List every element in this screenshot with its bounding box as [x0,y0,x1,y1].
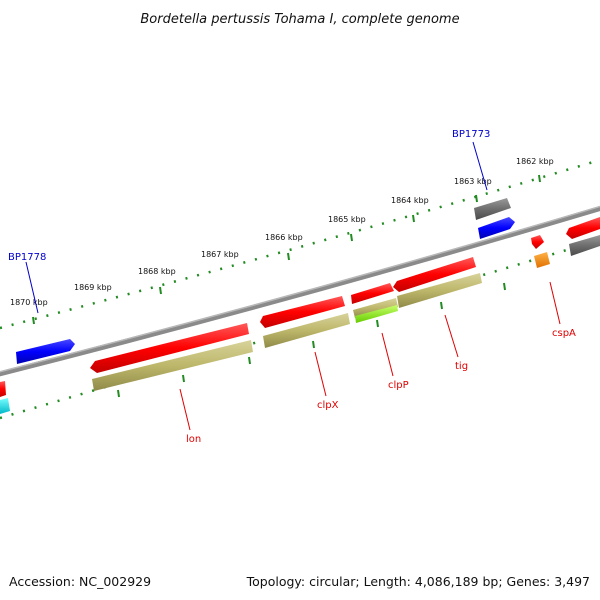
genome-summary-text: Topology: circular; Length: 4,086,189 bp… [246,574,590,589]
leader-tig [444,314,459,358]
gene-lon-red-arrow[interactable] [90,323,249,373]
backbone-line [0,205,600,377]
gene-lon-khaki-bar[interactable] [92,340,253,391]
gene-fragment-left-red[interactable] [0,381,6,397]
label-lon[interactable]: lon [186,434,201,445]
gene-tig-red-arrow[interactable] [393,257,476,292]
gene-clpp-red-arrow[interactable] [351,283,394,304]
scale-label-1865: 1865 kbp [328,215,366,224]
upper-scale-ring [0,158,600,330]
scale-label-1869: 1869 kbp [74,283,112,292]
gene-clpp-khaki-bar[interactable] [353,298,398,318]
gene-clpp-lime-bar[interactable] [355,305,398,323]
gene-fragment-left-cyan[interactable] [0,398,10,414]
scale-label-1868: 1868 kbp [138,267,176,276]
scale-label-1867: 1867 kbp [201,250,239,259]
label-tig[interactable]: tig [455,361,468,372]
accession-text: Accession: NC_002929 [9,574,151,589]
scale-label-1870: 1870 kbp [10,298,48,307]
gene-bp1778-arrow[interactable] [16,339,75,364]
leader-lon [179,388,191,431]
leader-cspa [549,281,561,325]
label-clpx[interactable]: clpX [317,400,339,411]
gene-clpx-khaki-bar[interactable] [263,313,350,348]
leader-clpp [381,332,394,377]
label-bp1778[interactable]: BP1778 [8,252,46,263]
scale-label-1863: 1863 kbp [454,177,492,186]
gene-tig-khaki-bar[interactable] [397,273,482,308]
scale-label-1862: 1862 kbp [516,157,554,166]
gene-cspa-red-arrow[interactable] [531,235,544,249]
gene-bp1773-blue-arrow[interactable] [478,217,515,239]
map-title: Bordetella pertussis Tohama I, complete … [140,12,459,27]
lower-major-ticks [117,282,506,398]
scale-label-1866: 1866 kbp [265,233,303,242]
label-bp1773[interactable]: BP1773 [452,129,490,140]
gene-bp1773-gray-arrow[interactable] [474,198,511,220]
gene-clpx-red-arrow[interactable] [260,296,345,328]
leader-bp1773 [472,141,488,191]
scale-label-1864: 1864 kbp [391,196,429,205]
leader-bp1778 [25,261,39,314]
label-cspa[interactable]: cspA [552,328,576,339]
gene-right-red-arrow[interactable] [566,217,600,239]
upper-major-ticks [32,174,541,325]
gene-cspa-orange-bar[interactable] [534,252,550,268]
leader-clpx [314,351,327,397]
label-clpp[interactable]: clpP [388,380,409,391]
gene-right-gray-bar[interactable] [569,235,600,256]
